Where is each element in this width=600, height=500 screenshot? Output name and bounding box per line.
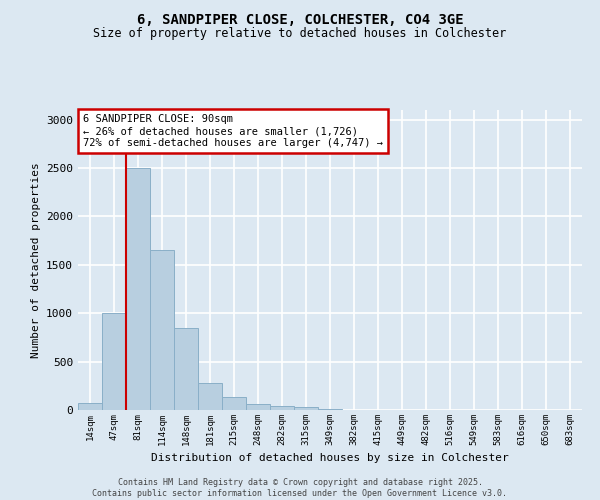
- Text: 6 SANDPIPER CLOSE: 90sqm
← 26% of detached houses are smaller (1,726)
72% of sem: 6 SANDPIPER CLOSE: 90sqm ← 26% of detach…: [83, 114, 383, 148]
- Bar: [294, 406, 318, 410]
- Text: Contains HM Land Registry data © Crown copyright and database right 2025.
Contai: Contains HM Land Registry data © Crown c…: [92, 478, 508, 498]
- Text: 6, SANDPIPER CLOSE, COLCHESTER, CO4 3GE: 6, SANDPIPER CLOSE, COLCHESTER, CO4 3GE: [137, 12, 463, 26]
- Bar: [222, 398, 246, 410]
- Bar: [78, 402, 102, 410]
- Bar: [126, 168, 150, 410]
- Bar: [246, 404, 270, 410]
- Bar: [198, 383, 222, 410]
- X-axis label: Distribution of detached houses by size in Colchester: Distribution of detached houses by size …: [151, 454, 509, 464]
- Bar: [318, 408, 342, 410]
- Y-axis label: Number of detached properties: Number of detached properties: [31, 162, 41, 358]
- Bar: [270, 406, 294, 410]
- Text: Size of property relative to detached houses in Colchester: Size of property relative to detached ho…: [94, 28, 506, 40]
- Bar: [102, 313, 126, 410]
- Bar: [150, 250, 174, 410]
- Bar: [174, 328, 198, 410]
